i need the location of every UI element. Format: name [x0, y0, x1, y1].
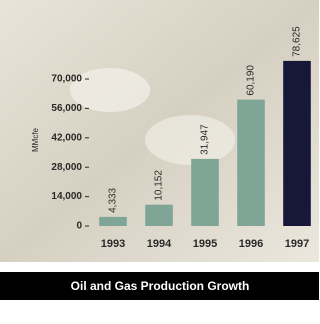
- bar: [191, 159, 219, 226]
- x-tick-label: 1994: [147, 238, 172, 250]
- x-tick-label: 1995: [193, 238, 217, 250]
- value-label: 78,625: [292, 26, 303, 57]
- y-tick-label: 28,000: [51, 162, 82, 173]
- y-tick-label: 42,000: [51, 132, 82, 143]
- value-label: 60,190: [246, 65, 257, 96]
- x-tick-label: 1993: [101, 238, 125, 250]
- chart: MMcfe Oil and Gas Production Growth 0 14,…: [0, 0, 319, 324]
- value-label: 10,152: [154, 170, 165, 201]
- bar: [145, 205, 173, 226]
- y-axis-label: MMcfe: [31, 127, 40, 152]
- bar: [237, 100, 265, 226]
- bar: [283, 61, 311, 226]
- x-tick-label: 1997: [285, 238, 309, 250]
- y-tick-label: 14,000: [51, 191, 82, 202]
- y-tick-label: 56,000: [51, 103, 82, 114]
- y-tick-label: 70,000: [51, 74, 82, 85]
- y-tick-label: 0: [76, 221, 82, 232]
- photo-shape: [70, 68, 150, 112]
- value-label: 31,947: [200, 124, 211, 155]
- chart-title: Oil and Gas Production Growth: [71, 279, 250, 293]
- value-label: 4,333: [108, 187, 119, 212]
- photo-shape: [145, 115, 235, 165]
- bar: [99, 217, 127, 226]
- x-tick-label: 1996: [239, 238, 263, 250]
